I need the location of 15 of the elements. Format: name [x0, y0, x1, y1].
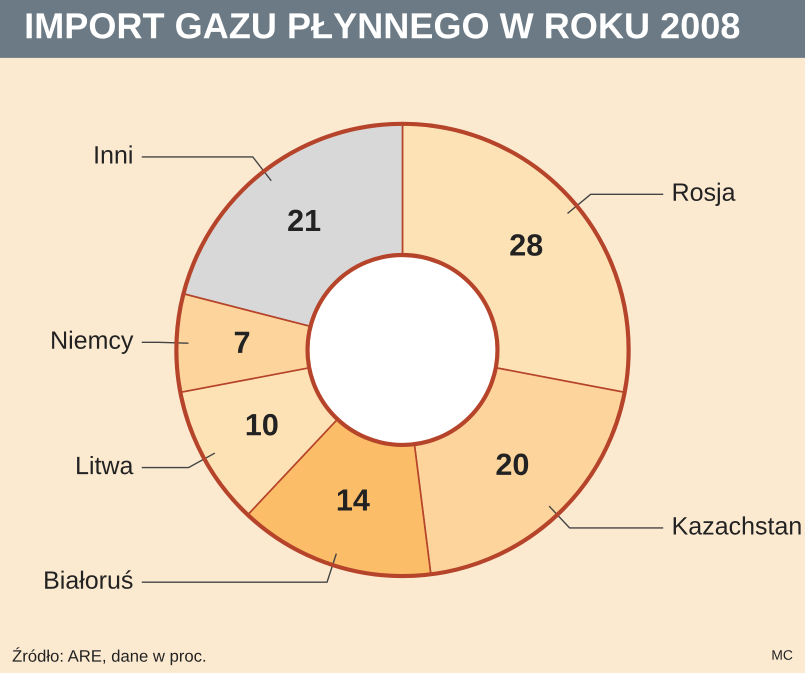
slice-label: Niemcy — [52, 330, 134, 354]
data-label: 7 — [234, 332, 250, 353]
text: Źródło: ARE, dane w proc. — [12, 647, 206, 666]
slice-label: Kazachstan — [674, 516, 801, 535]
data-label: 10 — [246, 414, 278, 436]
data-label: 28 — [510, 234, 542, 256]
text: MC — [772, 650, 792, 660]
slice-label: Rosja — [674, 182, 736, 206]
data-label: 14 — [338, 490, 370, 511]
slice-label: Litwa — [77, 456, 134, 474]
data-label: 20 — [496, 454, 528, 476]
slice-label: Inni — [95, 145, 132, 164]
chart-title: IMPORT GAZU PŁYNNEGO W ROKU 2008 — [26, 13, 740, 39]
data-label: 21 — [288, 210, 320, 231]
slice-label: Białoruś — [45, 570, 133, 589]
